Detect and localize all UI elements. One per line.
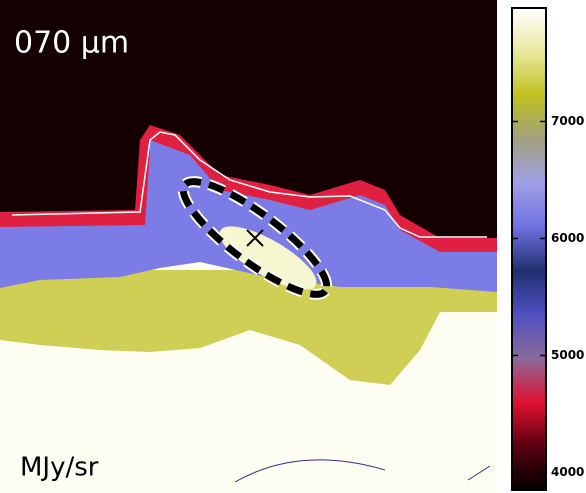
- unit-label: MJy/sr: [20, 453, 99, 483]
- contour-blue: [234, 459, 491, 483]
- colorbar-tick-label: 7000: [551, 114, 584, 128]
- bright-core: [219, 226, 317, 290]
- colorbar-tick-label: 5000: [551, 348, 584, 362]
- image: [0, 0, 497, 493]
- yellow-region: [0, 270, 497, 385]
- colorbar-tick-label: 4000: [551, 465, 584, 479]
- colorbar-tick-label: 6000: [551, 231, 584, 245]
- contour-white: [11, 131, 487, 238]
- colorbar: [511, 7, 547, 491]
- dark-region: [0, 0, 497, 238]
- band-label: 070 μm: [14, 26, 129, 61]
- source-marker: [246, 229, 264, 247]
